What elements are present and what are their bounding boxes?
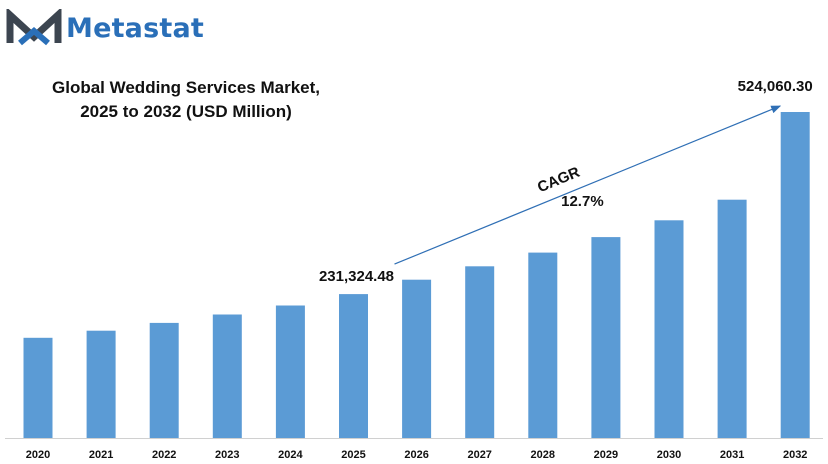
bar-2030 bbox=[654, 220, 684, 438]
chart-subtitle: 2025 to 2032 (USD Million) bbox=[80, 102, 292, 121]
x-tick-2024: 2024 bbox=[278, 449, 303, 461]
value-label-2032: 524,060.30 bbox=[738, 78, 813, 95]
bar-2022 bbox=[149, 322, 179, 438]
x-tick-2026: 2026 bbox=[404, 449, 428, 461]
cagr-label: CAGR bbox=[535, 164, 582, 197]
bar-2031 bbox=[717, 199, 747, 438]
bar-2032 bbox=[780, 112, 810, 438]
bar-2028 bbox=[528, 252, 558, 438]
bar-2027 bbox=[465, 266, 495, 438]
x-tick-2020: 2020 bbox=[26, 449, 50, 461]
bar-2021 bbox=[86, 330, 116, 438]
chart-title: Global Wedding Services Market, bbox=[52, 78, 320, 97]
bar-2024 bbox=[275, 305, 305, 438]
bar-2029 bbox=[591, 237, 621, 438]
x-tick-2025: 2025 bbox=[341, 449, 365, 461]
x-tick-2023: 2023 bbox=[215, 449, 239, 461]
bar-2023 bbox=[212, 314, 242, 438]
x-tick-2031: 2031 bbox=[720, 449, 744, 461]
cagr-annotation: CAGR 12.7% bbox=[535, 164, 604, 210]
x-tick-2029: 2029 bbox=[594, 449, 618, 461]
m-chevron-logo-icon bbox=[6, 9, 62, 46]
x-tick-labels: 2020 2021 2022 2023 2024 2025 2026 2027 2028 2029… bbox=[26, 449, 808, 461]
value-annotations: 231,324.48 524,060.30 bbox=[319, 78, 813, 285]
chart-title-block: Global Wedding Services Market, 2025 to … bbox=[26, 76, 346, 124]
x-tick-2032: 2032 bbox=[783, 449, 807, 461]
bar-2025 bbox=[339, 294, 368, 438]
x-tick-2027: 2027 bbox=[467, 449, 491, 461]
bar-2020 bbox=[23, 337, 53, 438]
cagr-value: 12.7% bbox=[561, 193, 604, 210]
x-tick-2021: 2021 bbox=[89, 449, 113, 461]
bar-2026 bbox=[402, 279, 432, 438]
cagr-arrow bbox=[394, 105, 782, 265]
bars-group bbox=[23, 112, 810, 438]
x-tick-2028: 2028 bbox=[531, 449, 555, 461]
value-label-2025: 231,324.48 bbox=[319, 268, 394, 285]
x-tick-2022: 2022 bbox=[152, 449, 176, 461]
brand-name: Metastat bbox=[66, 12, 205, 44]
x-tick-2030: 2030 bbox=[657, 449, 681, 461]
brand-logo: Metastat bbox=[6, 8, 204, 48]
